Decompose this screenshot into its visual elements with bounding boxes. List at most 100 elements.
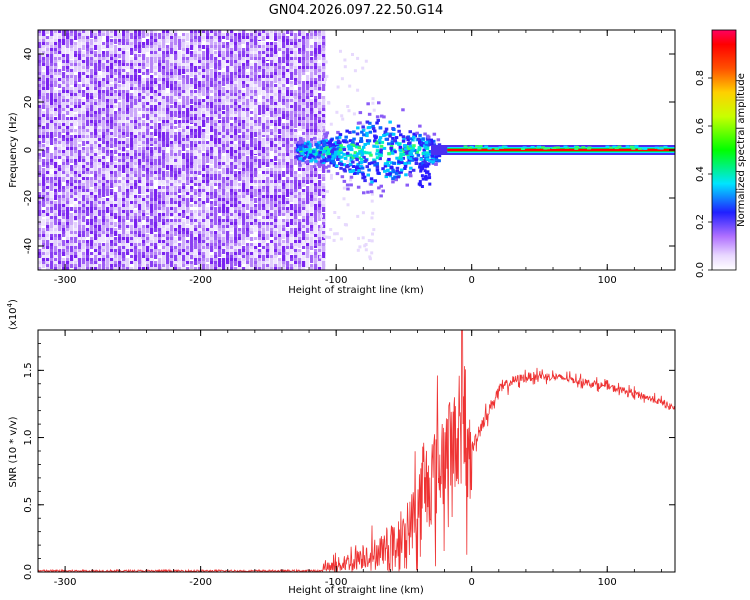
heatmap-cell bbox=[178, 42, 182, 47]
heatmap-cell bbox=[298, 111, 302, 115]
heatmap-cell bbox=[246, 189, 250, 192]
heatmap-cell bbox=[190, 30, 194, 34]
heatmap-cell bbox=[94, 84, 98, 88]
heatmap-cell bbox=[138, 210, 142, 214]
heatmap-cell bbox=[314, 171, 318, 176]
heatmap-cell bbox=[250, 258, 254, 261]
heatmap-cell bbox=[90, 69, 94, 76]
heatmap-cell bbox=[294, 111, 298, 115]
heatmap-cell bbox=[114, 84, 118, 89]
heatmap-cell bbox=[226, 111, 230, 114]
heatmap-cell bbox=[102, 180, 106, 185]
heatmap-cell bbox=[286, 75, 290, 78]
heatmap-cell bbox=[314, 102, 318, 105]
heatmap-cell bbox=[210, 207, 214, 212]
heatmap-cell bbox=[194, 48, 198, 51]
heatmap-cell bbox=[206, 240, 210, 244]
heatmap-cell bbox=[66, 243, 70, 246]
heatmap-cell bbox=[126, 234, 130, 237]
heatmap-cell bbox=[222, 75, 226, 78]
heatmap-cell bbox=[214, 213, 218, 219]
heatmap-cell bbox=[230, 255, 234, 260]
heatmap-cell bbox=[262, 132, 266, 135]
heatmap-cell bbox=[190, 180, 194, 183]
heatmap-cell bbox=[230, 222, 234, 227]
heatmap-cell bbox=[86, 66, 90, 69]
heatmap-cell bbox=[274, 201, 278, 206]
heatmap-cell bbox=[210, 222, 214, 227]
heatmap-cell bbox=[106, 177, 110, 181]
heatmap-cell bbox=[138, 105, 142, 109]
heatmap-cell bbox=[258, 261, 262, 269]
heatmap-cell bbox=[202, 192, 206, 195]
heatmap-cell bbox=[38, 237, 42, 241]
heatmap-cell bbox=[134, 177, 138, 180]
heatmap-cell bbox=[50, 63, 54, 66]
heatmap-cell bbox=[198, 144, 202, 149]
heatmap-cell bbox=[42, 63, 46, 67]
heatmap-cell bbox=[66, 189, 70, 193]
heatmap-cell bbox=[46, 123, 50, 130]
heatmap-cell bbox=[286, 114, 290, 118]
heatmap-cell bbox=[82, 129, 86, 132]
heatmap-cell bbox=[162, 228, 166, 236]
heatmap-cell bbox=[74, 57, 78, 60]
heatmap-cell bbox=[282, 261, 286, 264]
heatmap-cell bbox=[82, 51, 86, 56]
heatmap-cell bbox=[78, 72, 82, 75]
heatmap-cell bbox=[62, 126, 66, 131]
heatmap-cell bbox=[98, 129, 102, 132]
heatmap-cell bbox=[150, 267, 154, 270]
heatmap-cell bbox=[82, 45, 86, 50]
heatmap-cell bbox=[150, 117, 154, 120]
heatmap-cell bbox=[266, 204, 270, 211]
heatmap-cell bbox=[110, 153, 114, 156]
heatmap-cell bbox=[122, 30, 126, 38]
heatmap-cell bbox=[94, 222, 98, 226]
heatmap-cell bbox=[210, 228, 214, 233]
heatmap-cell bbox=[142, 150, 146, 153]
heatmap-cell bbox=[226, 117, 230, 123]
heatmap-cell bbox=[290, 150, 294, 155]
heatmap-cell bbox=[250, 48, 254, 51]
heatmap-cell bbox=[254, 249, 258, 253]
heatmap-cell bbox=[178, 132, 182, 137]
heatmap-cell bbox=[278, 99, 282, 104]
heatmap-cell bbox=[206, 126, 210, 134]
heatmap-cell bbox=[106, 150, 110, 154]
heatmap-cell bbox=[294, 51, 298, 59]
heatmap-cell bbox=[242, 234, 246, 237]
heatmap-cell bbox=[154, 153, 158, 158]
heatmap-cell bbox=[42, 111, 46, 116]
heatmap-cell bbox=[154, 54, 158, 57]
heatmap-cell bbox=[254, 264, 258, 267]
heatmap-cell bbox=[238, 39, 242, 44]
heatmap-cell bbox=[122, 123, 126, 128]
heatmap-cell bbox=[134, 189, 138, 193]
heatmap-cell bbox=[218, 111, 222, 115]
heatmap-cell bbox=[54, 111, 58, 116]
heatmap-cell bbox=[162, 33, 166, 36]
heatmap-cell bbox=[222, 249, 226, 254]
heatmap-cell bbox=[194, 93, 198, 98]
heatmap-cell bbox=[318, 72, 322, 76]
heatmap-cell bbox=[154, 159, 158, 162]
heatmap-cell bbox=[50, 261, 54, 269]
heatmap-cell bbox=[58, 252, 62, 259]
heatmap-cell bbox=[170, 171, 174, 178]
heatmap-cell bbox=[50, 255, 54, 258]
heatmap-cell bbox=[258, 219, 262, 224]
heatmap-cell bbox=[86, 39, 90, 43]
heatmap-cell bbox=[62, 210, 66, 214]
heatmap-cell bbox=[194, 219, 198, 223]
heatmap-cell bbox=[94, 132, 98, 136]
heatmap-cell bbox=[78, 213, 82, 221]
heatmap-cell bbox=[258, 69, 262, 72]
heatmap-cell bbox=[206, 183, 210, 186]
heatmap-cell bbox=[154, 78, 158, 81]
heatmap-cell bbox=[214, 165, 218, 168]
heatmap-cell bbox=[102, 57, 106, 60]
heatmap-cell bbox=[274, 36, 278, 41]
heatmap-cell bbox=[318, 132, 322, 137]
heatmap-cell bbox=[262, 156, 266, 160]
